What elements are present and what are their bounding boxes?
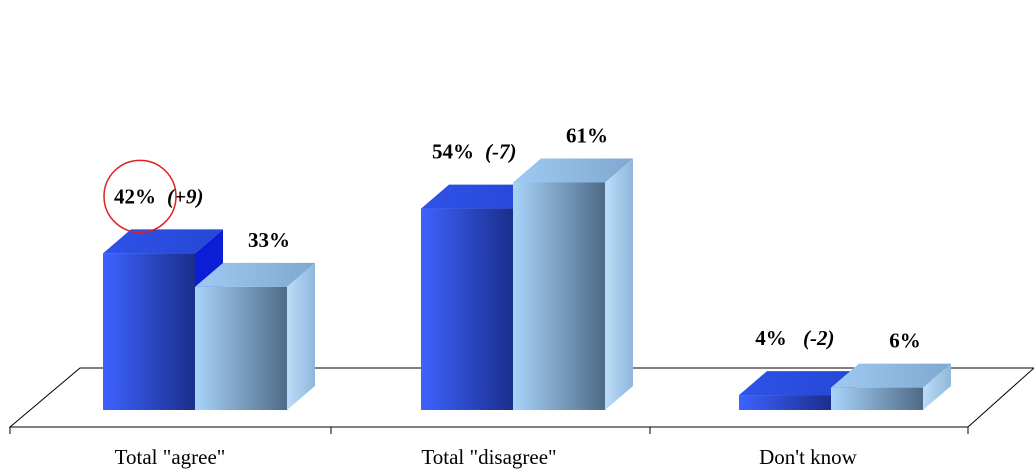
value-label-don-t-know-series-1: 4%: [755, 326, 787, 350]
value-label-total-disagree-series-2: 61%: [566, 123, 608, 147]
bar-total-disagree-series-2: [513, 158, 633, 410]
change-label-total-disagree-series-1: (-7): [485, 140, 516, 164]
bar-top-face: [739, 371, 859, 396]
bar-top-face: [195, 262, 315, 287]
bar-total-agree-series-2: [195, 262, 315, 410]
bar-top-face: [831, 363, 951, 388]
value-label-total-agree-series-2: 33%: [248, 228, 290, 252]
category-label-don-t-know: Don't know: [759, 445, 858, 469]
bar-side-face: [287, 262, 315, 410]
bar-front-face: [739, 395, 831, 410]
bar-top-face: [103, 229, 223, 254]
bar-side-face: [923, 363, 951, 410]
bar-front-face: [195, 286, 287, 410]
change-label-total-agree-series-1: (+9): [167, 184, 203, 208]
bar-top-face: [421, 184, 541, 209]
value-label-don-t-know-series-2: 6%: [889, 329, 921, 353]
bar-front-face: [831, 387, 923, 410]
category-label-total-disagree: Total "disagree": [421, 445, 556, 469]
bar-front-face: [421, 208, 513, 410]
bar-top-face: [513, 158, 633, 183]
highlight-circle: [103, 159, 177, 234]
value-label-total-agree-series-1: 42%: [114, 184, 156, 208]
bar-front-face: [513, 182, 605, 410]
bar-front-face: [103, 253, 195, 410]
category-label-total-agree: Total "agree": [115, 445, 226, 469]
value-label-total-disagree-series-1: 54%: [432, 140, 474, 164]
change-label-don-t-know-series-1: (-2): [803, 326, 834, 350]
bar-don-t-know-series-2: [831, 363, 951, 410]
bar-side-face: [605, 158, 633, 410]
